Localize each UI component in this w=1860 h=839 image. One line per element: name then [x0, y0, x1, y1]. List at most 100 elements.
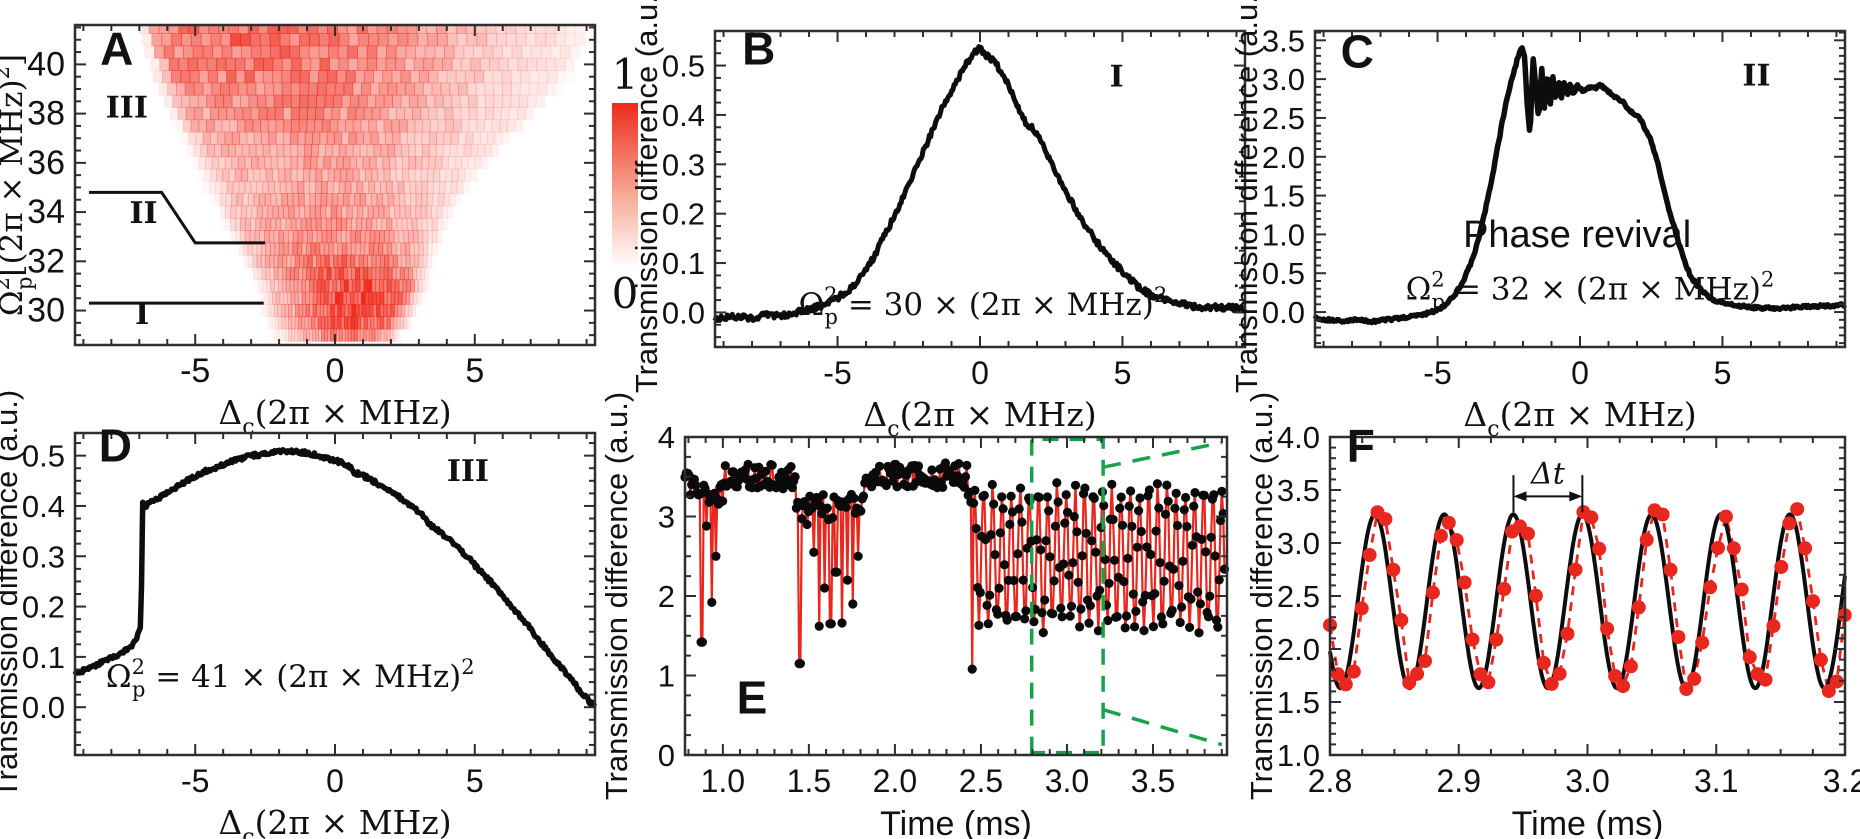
panel-F-xtick: 2.9 — [1437, 763, 1481, 799]
panel-B: Ω2p​ = 30 × (2π × MHz)2​ -5 0 5 0.0 0.1 0.2 0.3… — [629, 0, 1248, 442]
panel-B-equation: Ω2p​ = 30 × (2π × MHz)2​ — [798, 283, 1167, 329]
panel-F-data-dashed-line — [1328, 505, 1847, 695]
panel-F-ylabel: Transmission difference (a.u.) — [1244, 392, 1279, 800]
panel-E-ytick: 4 — [658, 420, 675, 455]
panel-B-ytick: 0.4 — [662, 98, 705, 133]
panel-letter-C: C — [1341, 25, 1374, 77]
panel-F-xtick: 3.0 — [1565, 763, 1609, 799]
panel-F-frame — [1328, 435, 1847, 757]
panel-letter-A: A — [100, 22, 133, 74]
panel-E-data-points — [680, 458, 1230, 674]
panel-D: Ω2p​ = 41 × (2π × MHz)2​ -5 0 5 0.0 0.1 0.2 0.3… — [0, 390, 598, 839]
panel-E-xtick: 2.5 — [959, 763, 1003, 799]
panel-B-xtick: 5 — [1114, 355, 1132, 391]
panel-B-ytick: 0.2 — [662, 197, 705, 232]
panel-letter-B: B — [742, 23, 775, 75]
panel-E-xtick: 3.5 — [1131, 763, 1175, 799]
panel-E-xlabel: Time (ms) — [880, 805, 1032, 839]
panel-D-xlabel: Δc​(2π × MHz) — [218, 803, 451, 839]
panel-E-xtick: 1.5 — [787, 763, 831, 799]
panel-D-ytick: 0.1 — [22, 640, 65, 675]
panel-E-ytick: 2 — [658, 579, 675, 614]
panel-C-ytick: 0.0 — [1262, 295, 1305, 330]
panel-E: 1.0 1.5 2.0 2.5 3.0 3.5 0 1 2 3 4 Time (ms) Transmis… — [599, 392, 1230, 839]
panel-F-ytick: 2.5 — [1277, 579, 1320, 614]
panel-letter-E: E — [737, 672, 768, 724]
panel-F-ytick: 1.5 — [1277, 685, 1320, 720]
panel-C-ytick: 1.5 — [1262, 179, 1305, 214]
heatmap-cells — [138, 25, 586, 342]
panel-E-xtick: 1.0 — [701, 763, 745, 799]
colorbar-max-label: 1 — [612, 50, 639, 99]
panel-A-xtick: -5 — [180, 352, 210, 390]
zoom-region-box — [1029, 437, 1223, 755]
panel-C-curve — [1312, 45, 1848, 326]
panel-D-curve — [72, 447, 598, 709]
panel-D-xtick: -5 — [181, 763, 209, 799]
panel-D-equation: Ω2p​ = 41 × (2π × MHz)2​ — [106, 655, 475, 701]
panel-D-xtick: 5 — [466, 763, 484, 799]
panel-D-ytick: 0.5 — [22, 439, 65, 474]
panel-F: Δt 2.8 2.9 3.0 3.1 3.2 1.0 1.5 2.0 2.5 3.0 3.5 4.0 Ti… — [1244, 392, 1860, 839]
panel-B-xlabel: Δc​(2π × MHz) — [863, 395, 1096, 442]
panel-E-xtick: 2.0 — [873, 763, 917, 799]
panel-C-xtick: -5 — [1423, 355, 1451, 391]
panel-B-ytick: 0.0 — [662, 295, 705, 330]
colorbar — [612, 103, 638, 268]
panel-B-ylabel: Transmission difference (a.u.) — [629, 0, 664, 393]
panel-B-xtick: -5 — [823, 355, 851, 391]
region-label-III: III — [106, 90, 148, 125]
panel-C-xtick: 5 — [1714, 355, 1732, 391]
panel-C-xlabel: Δc​(2π × MHz) — [1463, 395, 1696, 442]
panel-F-data-points — [1323, 502, 1852, 699]
panel-F-ytick: 2.0 — [1277, 632, 1320, 667]
panel-letter-F: F — [1347, 419, 1375, 471]
panel-A-xtick: 5 — [465, 352, 484, 390]
panel-A-ytick: 36 — [27, 144, 65, 182]
panel-A-ytick: 30 — [27, 292, 65, 330]
region-label-II: II — [1742, 58, 1770, 93]
panel-C-ytick: 2.0 — [1262, 140, 1305, 175]
panel-B-ytick: 0.1 — [662, 246, 705, 281]
colorbar-min-label: 0 — [612, 269, 639, 318]
panel-C: Phase revival Ω2p​ = 32 × (2π × MHz)2​ -5 0… — [1229, 0, 1848, 442]
panel-C-equation: Ω2p​ = 32 × (2π × MHz)2​ — [1406, 268, 1775, 314]
panel-A-ytick: 34 — [27, 193, 65, 231]
panel-E-ytick: 1 — [658, 659, 675, 694]
panel-B-curve — [712, 44, 1248, 323]
panel-F-xtick: 3.1 — [1694, 763, 1738, 799]
panel-F-ytick: 4.0 — [1277, 420, 1320, 455]
panel-F-ytick: 3.5 — [1277, 473, 1320, 508]
panel-C-ylabel: Transmission difference (a.u.) — [1229, 0, 1264, 393]
panel-E-ytick: 3 — [658, 500, 675, 535]
panel-C-xtick: 0 — [1571, 355, 1589, 391]
panel-A-ytick: 32 — [27, 242, 65, 280]
delta-t-annotation — [1512, 475, 1584, 513]
panel-D-ytick: 0.0 — [22, 690, 65, 725]
panel-C-ytick: 0.5 — [1262, 256, 1305, 291]
panel-A-ytick: 38 — [27, 95, 65, 133]
panel-C-ytick: 3.0 — [1262, 62, 1305, 97]
panel-E-ytick: 0 — [658, 738, 675, 773]
panel-F-ytick: 3.0 — [1277, 526, 1320, 561]
region-label-I: I — [135, 297, 149, 332]
panel-D-ytick: 0.3 — [22, 539, 65, 574]
panel-letter-D: D — [99, 420, 132, 472]
panel-D-xtick: 0 — [326, 763, 344, 799]
panel-E-signal-line — [683, 462, 1226, 670]
delta-t-label: Δt — [1530, 457, 1566, 492]
panel-B-ytick: 0.3 — [662, 147, 705, 182]
phase-revival-annotation: Phase revival — [1463, 214, 1691, 256]
panel-A-ytick: 40 — [27, 45, 65, 83]
region-label-II: II — [130, 196, 158, 231]
region-label-I: I — [1110, 59, 1124, 94]
panel-A-xtick: 0 — [326, 352, 345, 390]
panel-D-ylabel: Transmission difference (a.u.) — [0, 390, 24, 798]
panel-F-xlabel: Time (ms) — [1512, 805, 1664, 839]
panel-F-xtick: 2.8 — [1308, 763, 1352, 799]
panel-E-ylabel: Transmission difference (a.u.) — [599, 392, 634, 800]
region-label-III: III — [447, 454, 489, 489]
panel-C-ytick: 2.5 — [1262, 101, 1305, 136]
